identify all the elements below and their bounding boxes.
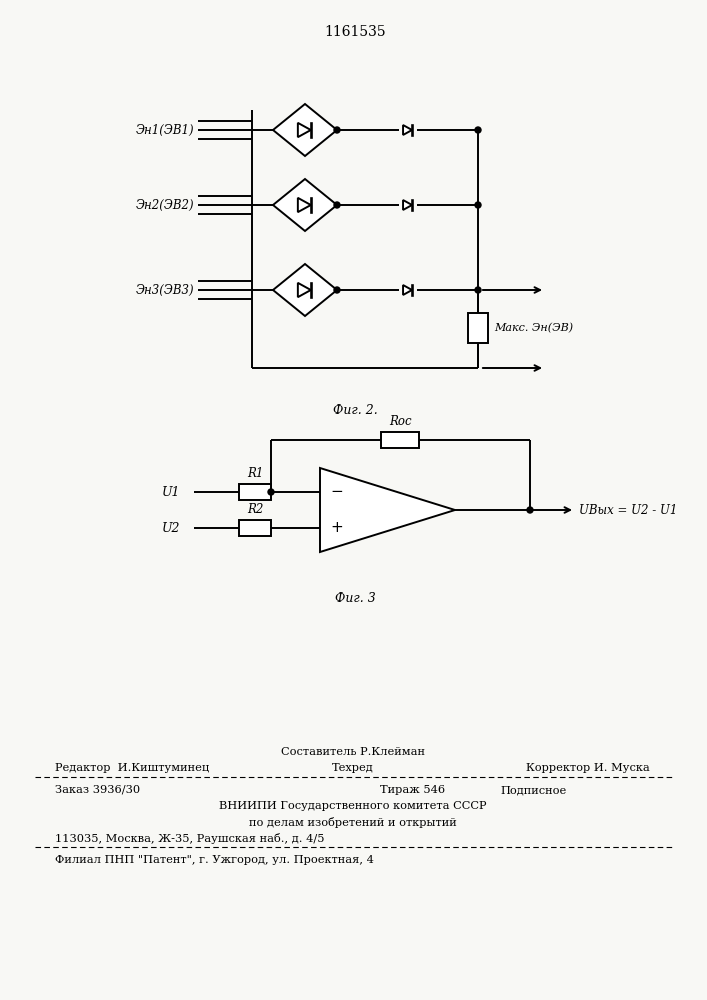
Text: Филиал ПНП "Патент", г. Ужгород, ул. Проектная, 4: Филиал ПНП "Патент", г. Ужгород, ул. Про… [55,855,374,865]
Text: U1: U1 [161,486,180,498]
Text: Составитель Р.Клейман: Составитель Р.Клейман [281,747,425,757]
Polygon shape [298,198,311,212]
Circle shape [334,287,340,293]
Circle shape [527,507,533,513]
Circle shape [475,287,481,293]
Text: Тираж 546: Тираж 546 [380,785,445,795]
Text: Макс. Эн(ЭВ): Макс. Эн(ЭВ) [494,323,573,333]
Bar [382,432,419,448]
Text: Фиг. 3: Фиг. 3 [334,591,375,604]
Text: Техред: Техред [332,763,374,773]
Polygon shape [273,179,337,231]
Text: −: − [330,485,343,499]
Bar [239,520,271,536]
Text: R1: R1 [247,467,263,480]
Bar [239,484,271,500]
Bar [468,313,488,343]
Circle shape [334,202,340,208]
Circle shape [268,489,274,495]
Polygon shape [273,264,337,316]
Text: Корректор И. Муска: Корректор И. Муска [526,763,650,773]
Polygon shape [298,123,311,137]
Text: Эн1(ЭВ1): Эн1(ЭВ1) [135,123,194,136]
Polygon shape [403,125,412,135]
Circle shape [334,127,340,133]
Text: 113035, Москва, Ж-35, Раушская наб., д. 4/5: 113035, Москва, Ж-35, Раушская наб., д. … [55,832,325,844]
Polygon shape [403,285,412,295]
Polygon shape [403,200,412,210]
Text: по делам изобретений и открытий: по делам изобретений и открытий [249,816,457,828]
Text: R2: R2 [247,503,263,516]
Text: ВНИИПИ Государственного комитета СССР: ВНИИПИ Государственного комитета СССР [219,801,486,811]
Polygon shape [273,104,337,156]
Text: Roc: Roc [389,415,411,428]
Text: U2: U2 [161,522,180,534]
Polygon shape [298,283,311,297]
Circle shape [475,202,481,208]
Text: Эн3(ЭВ3): Эн3(ЭВ3) [135,284,194,296]
Text: Редактор  И.Киштуминец: Редактор И.Киштуминец [55,763,209,773]
Text: +: + [330,520,343,536]
Text: 1161535: 1161535 [325,25,386,39]
Text: Заказ 3936/30: Заказ 3936/30 [55,785,140,795]
Text: Фиг. 2.: Фиг. 2. [332,403,378,416]
Text: Эн2(ЭВ2): Эн2(ЭВ2) [135,198,194,212]
Polygon shape [320,468,455,552]
Circle shape [475,127,481,133]
Text: UВых = U2 - U1: UВых = U2 - U1 [579,504,677,516]
Text: Подписное: Подписное [500,785,566,795]
